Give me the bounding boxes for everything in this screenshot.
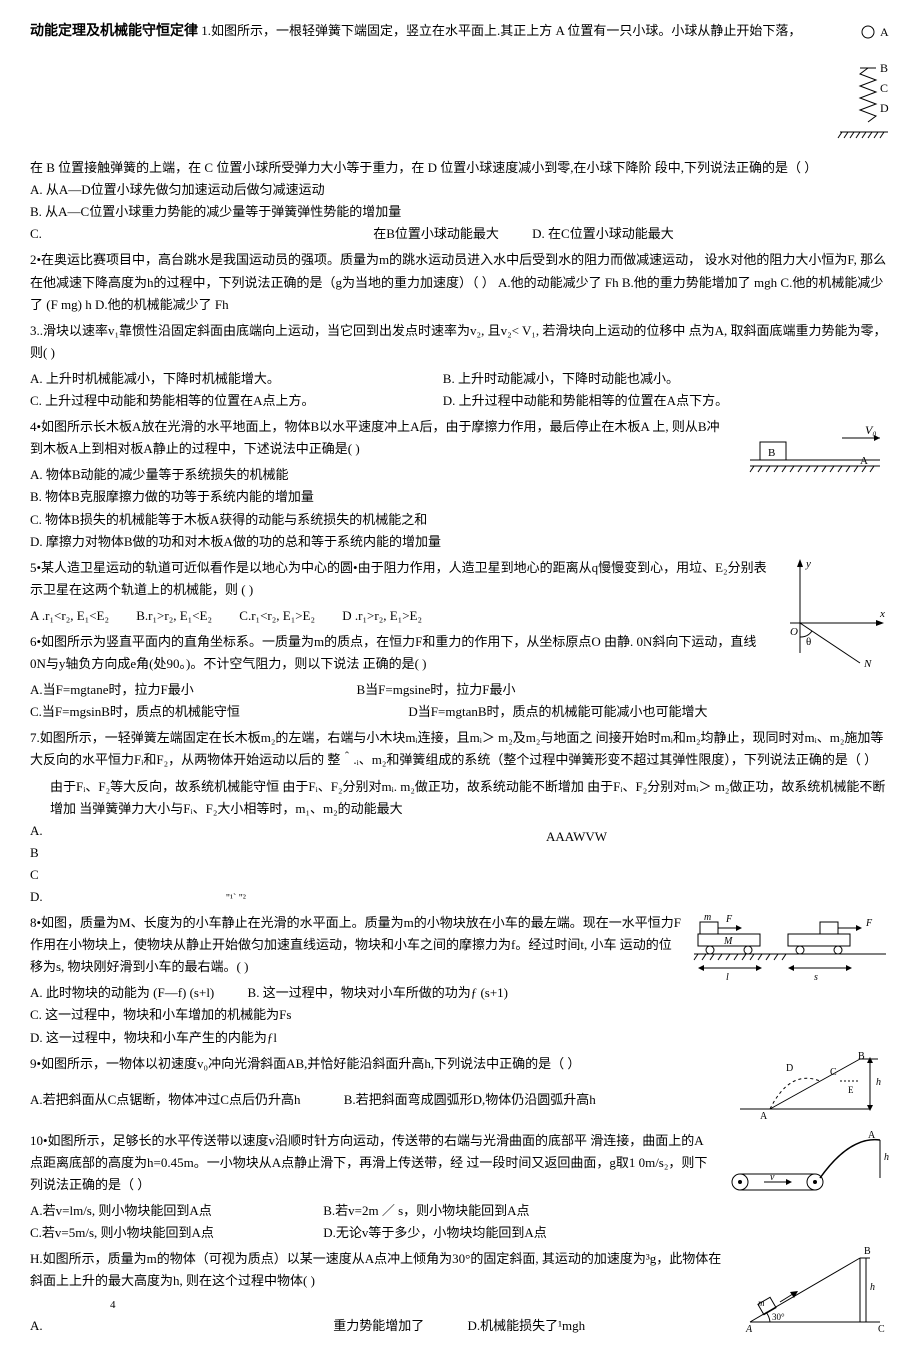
q5-d: D .r₁>r₂, E₁>E₂ [342, 608, 422, 623]
q1-a: A. 从A—D位置小球先做匀加速运动后做匀减速运动 [30, 179, 890, 201]
q8-c: C. 这一过程中，物块和小车增加的机械能为Fs [30, 1004, 890, 1026]
q7-c: C [30, 864, 546, 886]
svg-text:h: h [876, 1077, 881, 1088]
q6-a: A.当F=mgtane时，拉力F最小 [30, 679, 356, 701]
svg-text:C: C [880, 81, 888, 95]
q1-d: D. 在C位置小球动能最大 [532, 226, 674, 241]
q1-b: B. 从A—C位置小球重力势能的减少量等于弹簧弹性势能的增加量 [30, 201, 890, 223]
svg-text:B: B [880, 61, 888, 75]
q11-d: D.机械能损失了¹mgh [468, 1318, 586, 1333]
q10-b: B.若v=2m ／ s，则小物块能回到A点 [323, 1203, 529, 1218]
page-title: 动能定理及机械能守恒定律 [30, 24, 198, 39]
q8-intro: 8•如图，质量为M、长度为的小车静止在光滑的水平面上。质量为m的小物块放在小车的… [30, 912, 890, 978]
q7-a: A. [30, 820, 546, 842]
q6-b: B当F=mgsine时，拉力F最小 [356, 679, 515, 701]
svg-text:A: A [745, 1324, 753, 1334]
q7-m: "¹` "² [226, 893, 246, 904]
q7-b: B [30, 842, 546, 864]
q5-intro: 5•某人造卫星运动的轨道可近似看作是以地心为中心的圆•由于阻力作用，人造卫星到地… [30, 557, 890, 601]
q3-c: C. 上升过程中动能和势能相等的位置在A点上方。 [30, 390, 443, 412]
q5-c: C.r₁<r₂, E₁>E₂ [239, 608, 315, 623]
svg-text:m: m [758, 1298, 765, 1308]
q2: 2•在奥运比赛项目中，高台跳水是我国运动员的强项。质量为m的跳水运动员进入水中后… [30, 249, 890, 315]
q3-a: A. 上升时机械能减小，下降时机械能增大。 [30, 368, 443, 390]
q11-a: A. [30, 1315, 330, 1337]
q10-d: D.无论v等于多少，小物块均能回到A点 [323, 1225, 547, 1240]
q9-b: B.若把斜面弯成圆弧形D,物体仍沿圆弧升高h [344, 1092, 596, 1107]
q4-d: D. 摩擦力对物体B做的功和对木板A做的功的总和等于系统内能的增加量 [30, 531, 890, 553]
q5-a: A .r₁<r₂, E₁<E₂ [30, 608, 109, 623]
svg-text:D: D [880, 101, 889, 115]
q10-intro: 10•如图所示，足够长的水平传送带以速度v沿顺时针方向运动，传送带的右端与光滑曲… [30, 1130, 890, 1196]
q3-intro: 3..滑块以速率v₁靠惯性沿固定斜面由底端向上运动，当它回到出发点时速率为v₂,… [30, 320, 890, 364]
q8-b: B. 这一过程中，物块对小车所做的功为ƒ (s+1) [248, 985, 508, 1000]
q5-b: B.r₁>r₂, E₁<E₂ [136, 608, 212, 623]
q7-d: D. [30, 889, 43, 904]
q7-intro: 7.如图所示，一轻弹簧左端固定在长木板m₂的左端，右端与小木块mᵢ连接，且mᵢ＞… [30, 727, 890, 771]
spring-diagram: A B C D [820, 20, 890, 150]
q1-intro: 1.如图所示，一根轻弹簧下端固定，竖立在水平面上.其正上方 A 位置有一只小球。… [30, 23, 817, 175]
svg-text:A: A [880, 25, 889, 39]
q4-c: C. 物体B损失的机械能等于木板A获得的动能与系统损失的机械能之和 [30, 509, 890, 531]
svg-text:C: C [878, 1324, 885, 1334]
q10-c: C.若v=5m/s, 则小物块能回到A点 [30, 1222, 320, 1244]
q7-side: AAAWVW [546, 820, 607, 908]
q10-a: A.若v=lm/s, 则小物块能回到A点 [30, 1200, 320, 1222]
q9-intro: 9•如图所示，一物体以初速度v₀冲向光滑斜面AB,并恰好能沿斜面升高h,下列说法… [30, 1053, 890, 1075]
svg-text:x: x [879, 608, 885, 620]
q1-c: C. [30, 223, 370, 245]
q6-c: C.当F=mgsinB时，质点的机械能守恒 [30, 701, 408, 723]
q11-c: 重力势能增加了 [333, 1318, 424, 1333]
q4-intro: 4•如图所示长木板A放在光滑的水平地面上，物体B以水平速度冲上A后，由于摩擦力作… [30, 416, 890, 460]
q8-d: D. 这一过程中，物块和小车产生的内能为ƒl [30, 1027, 890, 1049]
svg-text:E: E [848, 1085, 854, 1095]
svg-text:A: A [760, 1111, 768, 1119]
q3-d: D. 上升过程中动能和势能相等的位置在A点下方。 [443, 390, 728, 412]
q9-a: A.若把斜面从C点锯断，物体冲过C点后仍升高h [30, 1092, 300, 1107]
svg-text:30°: 30° [772, 1312, 785, 1322]
q3-b: B. 上升时动能减小，下降时动能也减小。 [443, 368, 679, 390]
q7-body: 由于Fᵢ、F₂等大反向，故系统机械能守恒 由于Fᵢ、F₂分别对mᵢ. m₂做正功… [30, 776, 890, 820]
q6-d: D当F=mgtanB时，质点的机械能可能减小也可能增大 [408, 701, 707, 723]
q11-intro: H.如图所示，质量为m的物体（可视为质点）以某一速度从A点冲上倾角为30°的固定… [30, 1248, 890, 1292]
q8-a: A. 此时物块的动能为 (F—f) (s+l) [30, 985, 214, 1000]
q6-intro: 6•如图所示为竖直平面内的直角坐标系。一质量为m的质点，在恒力F和重力的作用下，… [30, 631, 890, 675]
q1-c2: 在B位置小球动能最大 [373, 226, 499, 241]
